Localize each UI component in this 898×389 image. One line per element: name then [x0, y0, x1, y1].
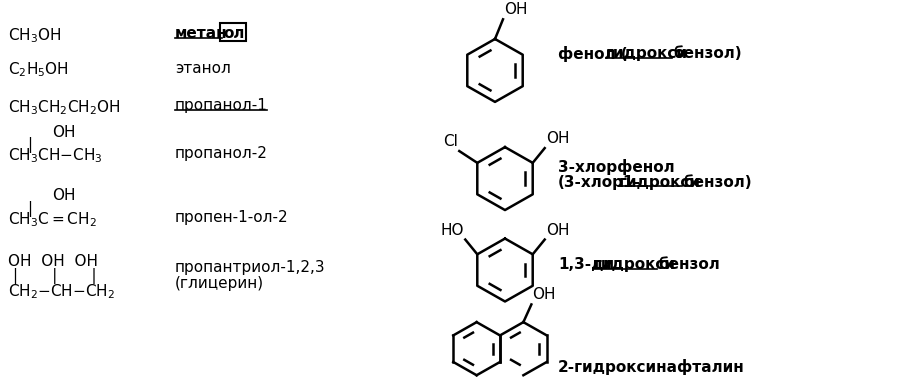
Text: гидрокси: гидрокси — [606, 46, 688, 61]
Text: ол: ол — [223, 26, 244, 41]
Text: бензол: бензол — [658, 257, 720, 272]
Text: OH: OH — [504, 2, 527, 18]
Text: 2-гидроксинафталин: 2-гидроксинафталин — [558, 359, 744, 375]
Text: |: | — [27, 137, 32, 153]
Text: OH: OH — [546, 131, 569, 146]
Text: 1,3-ди: 1,3-ди — [558, 257, 614, 272]
Text: CH$_3$C$=$CH$_2$: CH$_3$C$=$CH$_2$ — [8, 210, 97, 229]
Text: метан: метан — [175, 26, 227, 41]
Text: Cl: Cl — [444, 134, 458, 149]
Text: гидрокси: гидрокси — [594, 257, 676, 272]
Text: пропанол-1: пропанол-1 — [175, 98, 268, 113]
Text: пропен-1-ол-2: пропен-1-ол-2 — [175, 210, 288, 225]
Text: |: | — [27, 201, 32, 217]
Text: пропанол-2: пропанол-2 — [175, 146, 268, 161]
Text: 3-хлорфенол: 3-хлорфенол — [558, 159, 674, 175]
Text: бензол): бензол) — [673, 46, 742, 61]
Text: фенол (: фенол ( — [558, 46, 628, 62]
Text: OH: OH — [52, 188, 75, 203]
Text: бензол): бензол) — [683, 175, 752, 190]
Text: HO: HO — [441, 223, 464, 238]
Text: пропантриол-1,2,3: пропантриол-1,2,3 — [175, 260, 326, 275]
Text: OH  OH  OH: OH OH OH — [8, 254, 98, 269]
Text: (3-хлор1-: (3-хлор1- — [558, 175, 641, 190]
Text: CH$_3$CH$-$CH$_3$: CH$_3$CH$-$CH$_3$ — [8, 146, 102, 165]
Text: CH$_2$$-$CH$-$CH$_2$: CH$_2$$-$CH$-$CH$_2$ — [8, 282, 115, 301]
Text: OH: OH — [52, 124, 75, 140]
Text: C$_2$H$_5$OH: C$_2$H$_5$OH — [8, 61, 69, 79]
Text: |       |       |: | | | — [13, 268, 97, 284]
Text: CH$_3$CH$_2$CH$_2$OH: CH$_3$CH$_2$CH$_2$OH — [8, 98, 120, 117]
Text: (глицерин): (глицерин) — [175, 276, 264, 291]
Text: OH: OH — [533, 287, 556, 303]
FancyBboxPatch shape — [220, 23, 246, 41]
Text: гидрокси: гидрокси — [619, 175, 701, 190]
Text: OH: OH — [546, 223, 569, 238]
Text: CH$_3$OH: CH$_3$OH — [8, 26, 61, 45]
Text: этанол: этанол — [175, 61, 231, 75]
